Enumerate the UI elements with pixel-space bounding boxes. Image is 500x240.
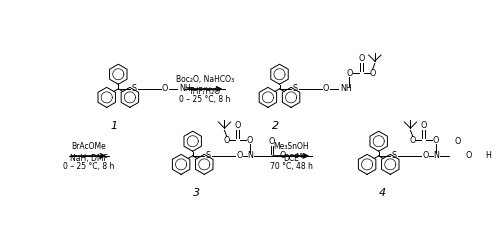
Text: BrAcOMe: BrAcOMe — [72, 142, 106, 151]
Text: O: O — [466, 151, 472, 160]
Text: S: S — [292, 84, 298, 93]
Text: O: O — [454, 137, 461, 146]
Text: 0 – 25 °C, 8 h: 0 – 25 °C, 8 h — [63, 162, 114, 171]
Text: O: O — [358, 54, 365, 63]
Text: 70 °C, 48 h: 70 °C, 48 h — [270, 162, 312, 171]
Text: O: O — [370, 69, 376, 78]
Text: N: N — [433, 151, 439, 160]
Text: O: O — [224, 136, 230, 145]
Text: Me₃SnOH: Me₃SnOH — [274, 142, 309, 151]
Text: S: S — [131, 84, 136, 93]
Text: O: O — [162, 84, 168, 93]
Text: 3: 3 — [193, 188, 200, 198]
Text: S: S — [206, 151, 211, 160]
Text: 1: 1 — [111, 121, 118, 131]
Text: O: O — [410, 136, 416, 145]
Text: O: O — [346, 69, 352, 78]
Text: NH: NH — [340, 84, 351, 93]
Text: O: O — [268, 137, 275, 146]
Text: Boc₂O, NaHCO₃: Boc₂O, NaHCO₃ — [176, 75, 234, 84]
Text: 4: 4 — [379, 188, 386, 198]
Text: O: O — [420, 121, 427, 130]
Text: O: O — [236, 151, 242, 160]
Text: Me: Me — [295, 153, 306, 159]
Text: O: O — [323, 84, 329, 93]
Text: S: S — [392, 151, 397, 160]
Text: 2: 2 — [272, 121, 279, 131]
Text: NH₂: NH₂ — [179, 84, 194, 93]
Text: O: O — [422, 151, 428, 160]
Text: O: O — [234, 121, 241, 130]
Text: 0 – 25 °C, 8 h: 0 – 25 °C, 8 h — [180, 95, 231, 104]
Text: O: O — [280, 151, 286, 160]
Text: O: O — [433, 136, 439, 145]
Text: NaH, DMF: NaH, DMF — [70, 154, 108, 163]
Text: THF/H₂O: THF/H₂O — [189, 87, 221, 96]
Text: H: H — [486, 151, 492, 160]
Text: N: N — [247, 151, 253, 160]
Text: DCE: DCE — [283, 154, 299, 163]
Text: O: O — [247, 136, 253, 145]
